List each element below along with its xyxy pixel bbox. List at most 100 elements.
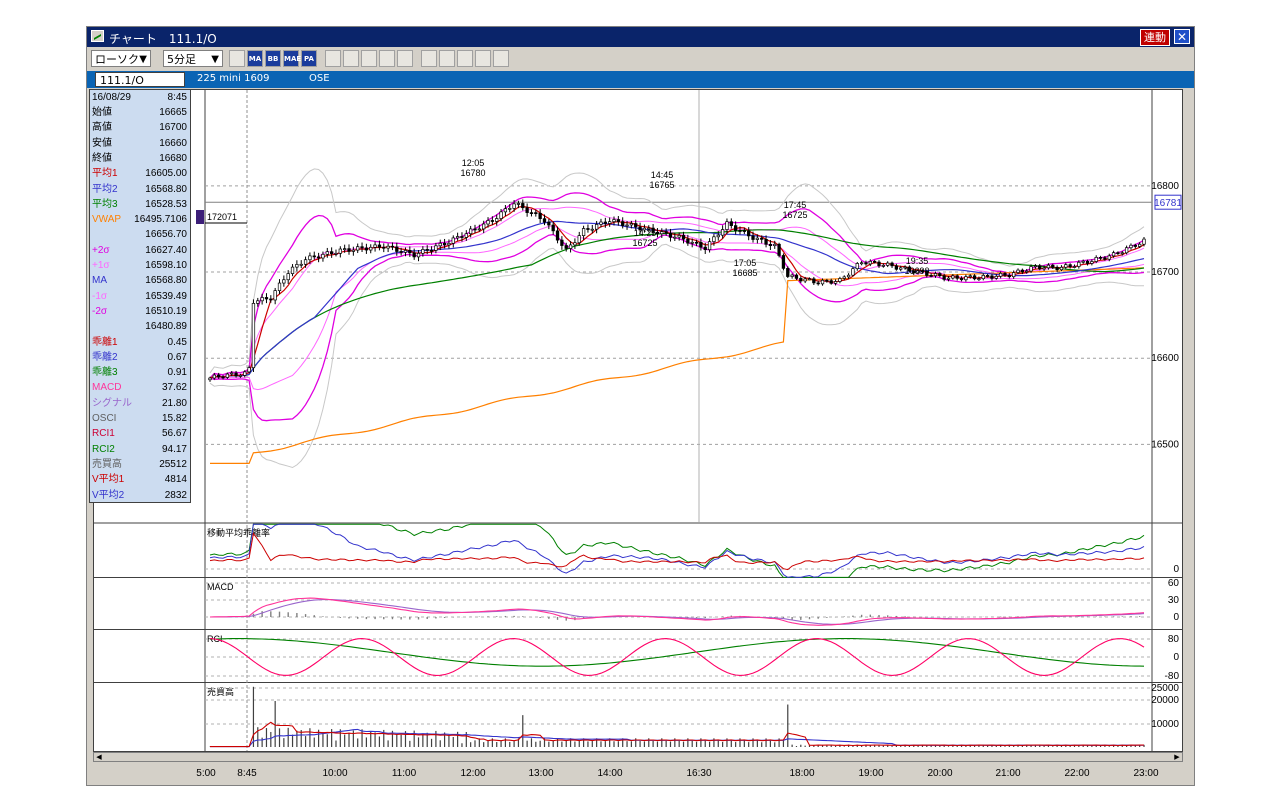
candle-body [681, 235, 686, 240]
magnifier-icon[interactable] [475, 50, 491, 67]
candle-body [212, 374, 216, 379]
price-annotation-price: 16725 [632, 238, 657, 248]
pointer-icon[interactable] [439, 50, 455, 67]
candle-body [694, 241, 699, 244]
candle-body [868, 260, 872, 265]
data-panel-value: 16680 [159, 152, 187, 164]
scroll-right-icon[interactable]: ▶ [1174, 753, 1180, 761]
price-annotation-time: 17:05 [734, 258, 757, 268]
candle-chart-icon[interactable] [343, 50, 359, 67]
candle-body [616, 219, 621, 222]
last-price-label: 16781 [1154, 198, 1182, 209]
candle-body [534, 212, 538, 214]
mae-icon[interactable]: MAE [283, 50, 301, 67]
candle-body [942, 275, 946, 280]
eraser-icon[interactable] [457, 50, 473, 67]
panel-tick-label: 0 [1173, 564, 1179, 575]
horizontal-scrollbar[interactable]: ◀ ▶ [93, 752, 1183, 762]
interval-select[interactable]: 5分足 ▼ [163, 50, 223, 67]
candle-body [521, 203, 525, 209]
data-panel-label: OSCI [92, 413, 117, 424]
candle-body [773, 243, 777, 247]
candle-body [429, 249, 434, 252]
ma-icon[interactable]: MA [247, 50, 263, 67]
candle-body [299, 263, 303, 266]
line-chart-icon[interactable] [325, 50, 341, 67]
symbol-input[interactable]: 111.1/O [95, 72, 185, 87]
volume-avg2-line [210, 728, 1144, 748]
title-bar[interactable]: チャート 111.1/O 連動 ✕ [87, 27, 1194, 47]
cursor-volume-marker [196, 210, 204, 224]
chart-type-select[interactable]: ローソク ▼ [91, 50, 151, 67]
candle-body [886, 262, 890, 266]
scroll-left-icon[interactable]: ◀ [96, 753, 102, 761]
rci1-line [209, 638, 1145, 676]
data-panel-row: 平均2 16568.80 [92, 182, 187, 197]
candle-body [343, 248, 347, 250]
price-annotation-time: 14:25 [634, 228, 657, 238]
panel-tick-label: 80 [1168, 634, 1180, 645]
price-chart[interactable]: 16500 16600 16700 16800 16781 172071 12:051678… [94, 90, 1182, 751]
candle-body [660, 231, 664, 235]
macd-line [209, 597, 1145, 626]
candle-body [403, 250, 408, 253]
candle-body [338, 248, 342, 254]
candle-body [929, 275, 933, 277]
data-panel-row: VWAP 16495.7106 [92, 212, 187, 227]
chart-settings-icon[interactable] [229, 50, 245, 67]
candle-body [373, 244, 377, 248]
chart-area[interactable]: 16500 16600 16700 16800 16781 172071 12:05 1678… [93, 89, 1183, 752]
candle-body [560, 239, 564, 246]
bb-icon[interactable]: BB [265, 50, 281, 67]
candle-body [781, 255, 786, 269]
candle-body [1094, 257, 1098, 262]
candle-body [1090, 261, 1094, 264]
candle-body [1016, 269, 1020, 273]
candle-body [903, 266, 907, 269]
price-annotation-price: 16690 [904, 266, 929, 276]
candle-body [390, 245, 395, 248]
candle-body [1007, 274, 1011, 278]
candle-body [634, 223, 638, 228]
candle-body [495, 218, 499, 222]
candle-body [1029, 266, 1033, 272]
bar-chart-icon[interactable] [361, 50, 377, 67]
time-tick-label: 19:00 [858, 768, 884, 779]
candle-body [590, 228, 594, 231]
candle-body [529, 212, 534, 214]
candle-body [347, 248, 351, 252]
candle-body [855, 263, 859, 270]
volume-icon[interactable] [397, 50, 413, 67]
cursor-volume-label: 172071 [207, 212, 237, 222]
data-panel-value: 21.80 [161, 397, 187, 409]
clear-icon[interactable] [493, 50, 509, 67]
candle-body [247, 367, 251, 373]
data-panel-label: +2σ [92, 244, 110, 256]
data-panel-value: 4814 [164, 474, 187, 486]
data-panel-value: 16627.40 [145, 244, 187, 256]
candle-body [438, 242, 442, 247]
data-panel-label: MACD [92, 382, 122, 394]
close-icon[interactable]: ✕ [1174, 29, 1190, 44]
pa-icon[interactable]: PA [301, 50, 317, 67]
candle-body [873, 260, 877, 263]
candle-body [972, 275, 977, 280]
panel-tick-label: -80 [1165, 671, 1180, 682]
candle-body [647, 227, 651, 230]
zoom-icon[interactable] [379, 50, 395, 67]
data-panel-value: 16510.19 [145, 305, 187, 317]
price-annotation-price: 16685 [732, 268, 757, 278]
trend-line-icon[interactable] [421, 50, 437, 67]
candle-body [1129, 244, 1133, 249]
candle-body [838, 278, 842, 282]
candle-body [564, 245, 568, 249]
data-panel-value: 16656.70 [145, 229, 187, 241]
data-panel-value: 15.82 [161, 413, 187, 424]
candle-body [356, 246, 360, 251]
candle-body [586, 228, 590, 230]
link-button[interactable]: 連動 [1140, 29, 1170, 46]
data-panel-value: 16660 [159, 137, 187, 149]
candle-body [777, 243, 781, 256]
candle-body [803, 278, 807, 282]
candle-body [256, 300, 260, 304]
